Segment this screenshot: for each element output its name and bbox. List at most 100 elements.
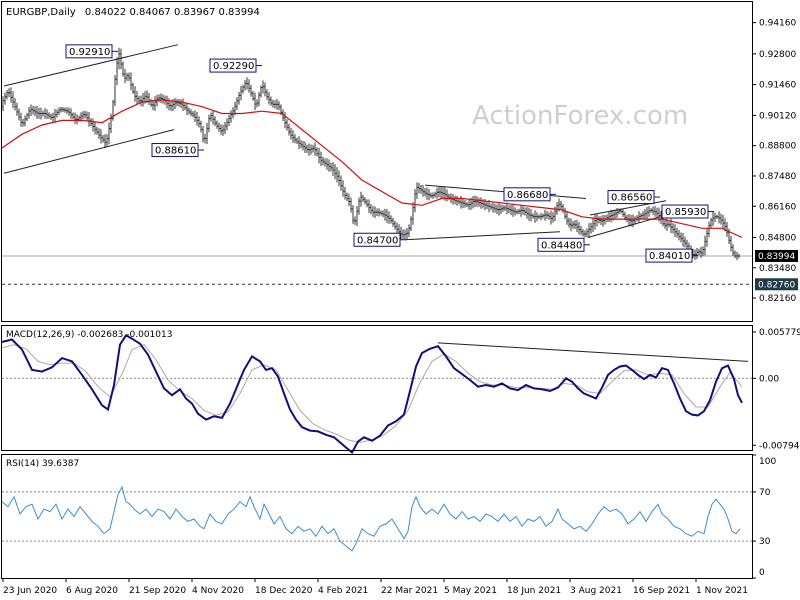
ohlc-bar [372, 206, 374, 217]
ohlc-bar [468, 199, 470, 210]
price-callout: 0.84010 [645, 248, 698, 263]
ohlc-bar [254, 92, 256, 111]
ohlc-bar [506, 202, 508, 215]
ohlc-bar [286, 119, 288, 131]
ohlc-bar [336, 167, 338, 183]
callout-box [661, 204, 709, 219]
ohlc-bar [28, 107, 30, 119]
ohlc-bar [622, 209, 624, 217]
ohlc-bar [592, 218, 594, 233]
ohlc-bar [76, 114, 78, 125]
ohlc-bar [6, 89, 8, 100]
ohlc-bar [252, 91, 254, 101]
ohlc-bar [710, 217, 712, 228]
ohlc-bar [472, 196, 474, 209]
ohlc-bar [478, 197, 480, 207]
ohlc-bar [242, 84, 244, 94]
macd-tick-label: 0.00 [759, 374, 779, 384]
trendline-lower-channel [3, 129, 175, 174]
ohlc-bar [652, 206, 654, 215]
ohlc-bar [492, 202, 494, 213]
ohlc-bar [182, 98, 184, 111]
price-callout: 0.85930 [661, 204, 714, 219]
ohlc-bar [734, 250, 736, 259]
rsi-line [1, 485, 741, 552]
ohlc-bar [546, 211, 548, 219]
ohlc-bar [498, 203, 500, 216]
ohlc-bar [732, 244, 734, 257]
ohlc-bar [738, 253, 740, 259]
current-price-tag-label: 0.83994 [758, 252, 795, 262]
ohlc-bar [248, 79, 250, 93]
ohlc-bar [594, 214, 596, 230]
ohlc-bar [668, 221, 670, 228]
ohlc-bar [418, 182, 420, 194]
price-panel [1, 1, 753, 322]
ohlc-bar [574, 220, 576, 229]
ohlc-bar [54, 109, 56, 123]
callout-value: 0.84480 [541, 240, 582, 251]
ohlc-bar [142, 92, 144, 107]
ohlc-bar [74, 112, 76, 124]
ohlc-bar [42, 110, 44, 117]
ohlc-bar [198, 116, 200, 128]
ohlc-bar [570, 218, 572, 232]
ohlc-bar [440, 186, 442, 199]
ohlc-bar [324, 158, 326, 167]
ohlc-bar [344, 186, 346, 200]
ohlc-bar [420, 184, 422, 194]
ohlc-bar [582, 229, 584, 237]
callout-value: 0.86560 [611, 193, 652, 204]
ohlc-bar [184, 103, 186, 111]
current-price-tag: 0.83994 [755, 249, 798, 262]
ohlc-bar [476, 196, 478, 207]
ohlc-bar [232, 107, 234, 119]
ohlc-bar [154, 96, 156, 111]
callout-box [503, 187, 551, 202]
ohlc-bar [532, 213, 534, 219]
ohlc-bar [684, 236, 686, 248]
ohlc-bar [14, 98, 16, 111]
ohlc-bar [464, 200, 466, 208]
ohlc-bar [410, 216, 412, 232]
x-tick-label: 4 Nov 2020 [192, 586, 244, 596]
ohlc-bar [340, 175, 342, 191]
ohlc-bar [526, 207, 528, 219]
trendline-channel-bottom [587, 216, 661, 238]
ohlc-bar [60, 106, 62, 113]
macd-panel [1, 325, 753, 451]
ohlc-bar [226, 118, 228, 131]
macd-tick-label: 0.005779 [759, 328, 800, 338]
x-tick-label: 3 Aug 2021 [570, 586, 622, 596]
ohlc-bar [258, 91, 260, 107]
ohlc-bar [572, 220, 574, 229]
callout-value: 0.92910 [69, 47, 110, 58]
price-callout: 0.88610 [151, 143, 204, 158]
ohlc-bar [260, 85, 262, 98]
ohlc-bar [266, 89, 268, 100]
ohlc-bar [586, 228, 588, 238]
ohlc-bar [192, 111, 194, 118]
ohlc-bar [434, 191, 436, 198]
ohlc-bar [730, 235, 732, 252]
ohlc-bar [190, 109, 192, 117]
price-callout: 0.84700 [353, 232, 406, 247]
ohlc-bar [46, 109, 48, 120]
macd-line [1, 333, 743, 455]
ohlc-bar [126, 72, 128, 81]
ohlc-bar [682, 232, 684, 247]
ohlc-bar [528, 207, 530, 221]
ohlc-bar [170, 100, 172, 111]
ohlc-bar [244, 79, 246, 91]
ohlc-bar [200, 120, 202, 133]
ohlc-bar [64, 107, 66, 113]
ohlc-bar [270, 96, 272, 106]
ohlc-bar [98, 128, 100, 140]
ohlc-bar [654, 206, 656, 217]
ohlc-bar [370, 203, 372, 215]
ohlc-bar [256, 99, 258, 108]
price-callout: 0.92290 [209, 58, 262, 73]
ohlc-bar [362, 194, 364, 203]
ohlc-bar [112, 99, 114, 121]
ohlc-bar [708, 221, 710, 238]
